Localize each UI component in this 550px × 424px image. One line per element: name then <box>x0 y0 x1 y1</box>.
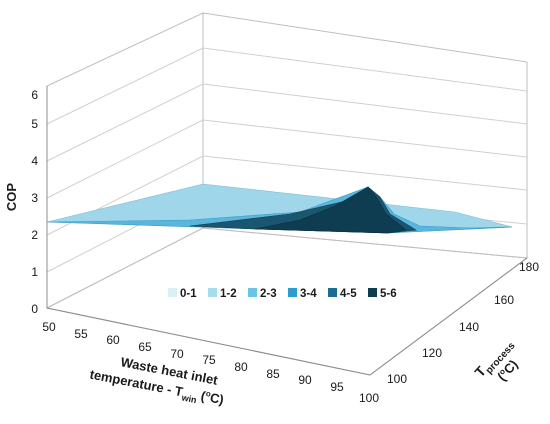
x-tick-95: 95 <box>330 380 344 394</box>
gridline-5 <box>46 47 528 125</box>
x-tick-80: 80 <box>234 360 248 374</box>
legend-swatch-2-3 <box>248 288 257 297</box>
cop-surface <box>46 183 513 234</box>
z-ticks: 0 1 2 3 4 5 6 <box>31 88 38 316</box>
z-tick-2: 2 <box>31 228 38 242</box>
x-tick-50: 50 <box>42 320 56 334</box>
gridline-4 <box>46 83 528 162</box>
y-axis-title: Tprocess (oC) <box>471 340 520 384</box>
y-tick-180: 180 <box>519 260 539 274</box>
x-title-open: ( <box>196 387 207 403</box>
legend-swatch-3-4 <box>288 288 297 297</box>
y-tick-160: 160 <box>494 293 514 307</box>
legend-label-2-3: 2-3 <box>260 288 277 300</box>
z-tick-3: 3 <box>31 191 38 205</box>
x-tick-60: 60 <box>106 333 120 347</box>
y-tick-100: 100 <box>387 372 407 386</box>
legend: 0-1 1-2 2-3 3-4 4-5 5-6 <box>168 288 397 300</box>
x-ticks: 50 55 60 65 70 75 80 85 90 95 100 <box>42 320 379 405</box>
legend-swatch-4-5 <box>328 288 337 297</box>
x-tick-100: 100 <box>359 391 379 405</box>
z-tick-4: 4 <box>31 154 38 168</box>
y-axis-line <box>369 257 528 376</box>
gridline-2 <box>46 155 528 236</box>
surface-band-5-6 <box>254 186 407 234</box>
gridline-3 <box>46 119 528 199</box>
z-tick-0: 0 <box>31 302 38 316</box>
x-tick-65: 65 <box>138 340 152 354</box>
gridlines <box>46 47 528 273</box>
x-tick-70: 70 <box>170 347 184 361</box>
left-wall <box>46 12 204 309</box>
x-tick-75: 75 <box>202 353 216 367</box>
z-tick-6: 6 <box>31 88 38 102</box>
y-title-degree: o <box>497 367 507 377</box>
x-tick-90: 90 <box>298 373 312 387</box>
x-tick-55: 55 <box>74 327 88 341</box>
legend-swatch-0-1 <box>168 288 177 297</box>
y-tick-140: 140 <box>459 320 479 334</box>
y-tick-120: 120 <box>422 346 442 360</box>
legend-label-5-6: 5-6 <box>380 288 397 300</box>
x-tick-85: 85 <box>266 367 280 381</box>
legend-label-4-5: 4-5 <box>340 288 357 300</box>
z-tick-1: 1 <box>31 265 38 279</box>
x-title-sub: win <box>180 392 198 405</box>
legend-swatch-5-6 <box>368 288 377 297</box>
front-axes <box>46 86 528 376</box>
legend-label-1-2: 1-2 <box>220 288 237 300</box>
x-title-degree: o <box>205 389 212 399</box>
legend-label-3-4: 3-4 <box>300 288 317 300</box>
x-title-unit: C) <box>209 390 225 407</box>
legend-swatch-1-2 <box>208 288 217 297</box>
x-axis-line <box>46 307 371 376</box>
legend-label-0-1: 0-1 <box>180 288 197 300</box>
y-ticks: 100 120 140 160 180 <box>387 260 539 386</box>
z-axis-title: COP <box>4 183 19 212</box>
z-tick-5: 5 <box>31 117 38 131</box>
